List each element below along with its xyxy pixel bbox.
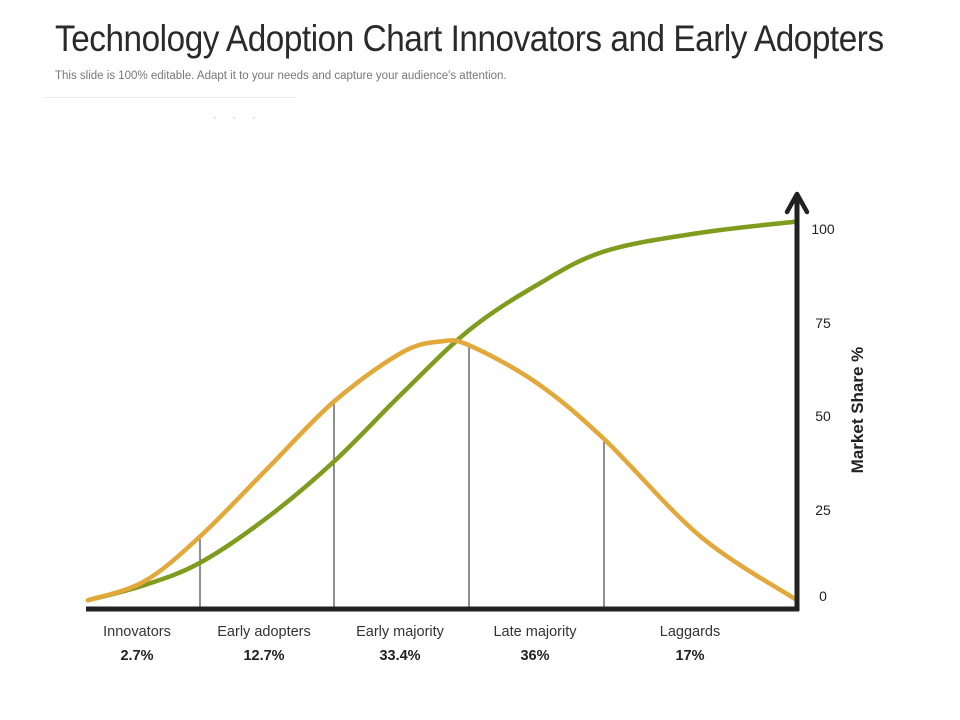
y-tick-label: 50 [815, 408, 831, 424]
category-value: 17% [675, 648, 705, 664]
category-value: 36% [520, 648, 550, 664]
dots-decoration: ••• [213, 113, 272, 124]
y-tick-label: 100 [811, 221, 835, 237]
category-label: Innovators [103, 624, 171, 640]
y-tick-label: 25 [815, 502, 831, 518]
cumulative-adoption-curve [85, 219, 800, 603]
divider [43, 97, 297, 98]
category-label: Late majority [493, 624, 577, 640]
y-axis-arrow-icon [784, 191, 810, 215]
category-label: Laggards [659, 624, 721, 640]
page-subtitle: This slide is 100% editable. Adapt it to… [55, 70, 507, 82]
category-label: Early adopters [217, 624, 311, 640]
adoption-bell-curve [85, 338, 800, 603]
category-value: 33.4% [379, 648, 421, 664]
category-value: 2.7% [120, 648, 154, 664]
y-tick-label: 0 [819, 588, 827, 604]
y-axis-label: Market Share % [848, 346, 867, 474]
page-title: Technology Adoption Chart Innovators and… [55, 18, 884, 59]
category-label: Early majority [356, 624, 444, 640]
y-tick-label: 75 [815, 315, 831, 331]
category-value: 12.7% [243, 648, 285, 664]
